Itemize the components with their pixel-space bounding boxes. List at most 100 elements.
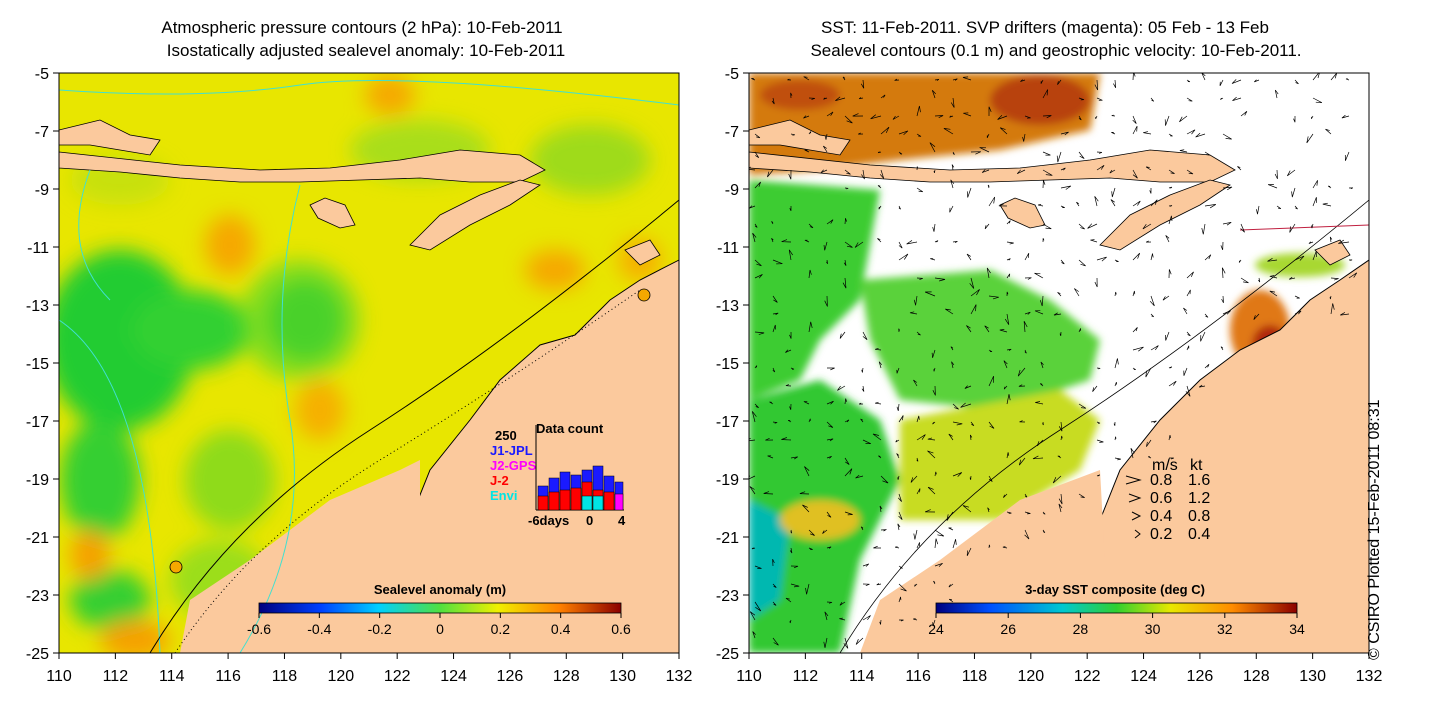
colorbar-tick-label: 0.4 (551, 621, 571, 637)
velocity-arrow (952, 240, 958, 243)
velocity-arrow (1293, 116, 1296, 123)
velocity-arrow (987, 184, 990, 189)
inset-max-label: 250 (495, 428, 517, 443)
velocity-arrow (1042, 238, 1045, 243)
velocity-legend-kt: 0.4 (1188, 526, 1210, 543)
velocity-arrow (767, 169, 774, 178)
velocity-arrow (860, 526, 864, 531)
velocity-arrow (970, 289, 980, 297)
velocity-arrow (839, 601, 846, 606)
velocity-arrow (950, 346, 954, 351)
lat-label: -17 (26, 414, 49, 431)
lon-label: 130 (1299, 668, 1326, 685)
velocity-arrow (767, 455, 774, 459)
velocity-arrow (790, 456, 798, 460)
velocity-legend-kt: 1.6 (1188, 472, 1210, 489)
velocity-arrow (916, 133, 922, 137)
velocity-arrow (1006, 241, 1014, 245)
velocity-arrow (1294, 205, 1298, 210)
velocity-arrow (878, 205, 882, 210)
velocity-arrow (1113, 421, 1116, 426)
velocity-arrow (1042, 169, 1053, 176)
colorbar-tick-label: -0.4 (307, 621, 331, 637)
velocity-arrow (1034, 310, 1044, 315)
velocity-arrow (945, 308, 954, 315)
velocity-arrow (808, 529, 815, 536)
velocity-arrow (754, 365, 758, 369)
velocity-arrow (1294, 295, 1300, 299)
velocity-arrow (1204, 254, 1212, 261)
velocity-arrow (803, 115, 810, 119)
data-count-inset: Data count 250 J1-JPL J2-GPS J-2 Envi (490, 421, 626, 528)
velocity-arrow (1111, 132, 1116, 135)
velocity-arrow (1164, 115, 1170, 126)
velocity-arrow (934, 78, 940, 81)
velocity-legend-kt: 1.2 (1188, 490, 1210, 507)
velocity-arrow (897, 475, 900, 480)
velocity-arrow (826, 455, 832, 459)
lon-label: 120 (327, 668, 354, 685)
velocity-legend-ms: 0.8 (1150, 472, 1172, 489)
velocity-arrow (805, 583, 810, 595)
lon-label: 122 (1074, 668, 1101, 685)
velocity-arrow (987, 507, 990, 513)
inset-bars (537, 465, 624, 511)
velocity-arrow (899, 619, 904, 622)
lon-label: 126 (497, 668, 524, 685)
velocity-arrow (878, 361, 882, 369)
velocity-arrow (1168, 133, 1173, 137)
velocity-arrow (785, 349, 792, 353)
velocity-arrow (1060, 167, 1066, 171)
velocity-arrow (751, 547, 756, 550)
velocity-arrow (1204, 204, 1216, 209)
velocity-arrow (749, 166, 756, 171)
velocity-arrow (789, 619, 792, 624)
lat-label: -15 (26, 356, 49, 373)
velocity-arrow (1058, 421, 1063, 432)
velocity-arrow (1110, 199, 1116, 207)
velocity-arrow (826, 421, 834, 428)
velocity-arrow (1076, 201, 1080, 207)
velocity-arrow (1024, 115, 1031, 119)
velocity-arrow (877, 185, 882, 189)
velocity-arrow (981, 169, 990, 173)
velocity-arrow (1146, 439, 1152, 447)
velocity-arrow (1204, 364, 1210, 369)
velocity-arrow (858, 402, 864, 405)
velocity-arrow (962, 505, 972, 513)
velocity-arrow (1150, 199, 1158, 207)
velocity-arrow (929, 142, 936, 153)
velocity-arrow (862, 563, 870, 567)
velocity-arrow (772, 601, 777, 606)
velocity-arrow (1269, 290, 1278, 297)
velocity-arrow (1078, 493, 1085, 498)
velocity-arrow (781, 239, 792, 243)
velocity-arrow (1096, 256, 1107, 262)
velocity-arrow (1330, 277, 1339, 281)
velocity-arrow (769, 401, 774, 405)
velocity-arrow (826, 111, 834, 117)
velocity-arrow (754, 565, 762, 569)
right-colorbar-label: 3-day SST composite (deg C) (1025, 582, 1205, 597)
velocity-arrow (910, 475, 918, 483)
velocity-arrow (1024, 511, 1031, 515)
velocity-arrow (823, 145, 828, 153)
velocity-arrow (1078, 328, 1081, 333)
velocity-arrow (1201, 223, 1206, 235)
velocity-arrow (1312, 197, 1317, 207)
velocity-arrow (844, 115, 853, 124)
velocity-arrow (964, 385, 972, 389)
inset-legend-j2: J-2 (490, 473, 509, 488)
velocity-arrow (754, 181, 761, 189)
lat-label: -23 (716, 588, 739, 605)
velocity-arrow (999, 329, 1008, 333)
lat-label: -7 (35, 124, 49, 141)
velocity-arrow (1057, 455, 1062, 459)
velocity-arrow (852, 113, 864, 117)
velocity-arrow (844, 457, 850, 465)
lat-label: -9 (35, 182, 49, 199)
velocity-arrow (951, 361, 955, 369)
velocity-arrow (984, 223, 990, 230)
velocity-arrow (1240, 111, 1248, 117)
